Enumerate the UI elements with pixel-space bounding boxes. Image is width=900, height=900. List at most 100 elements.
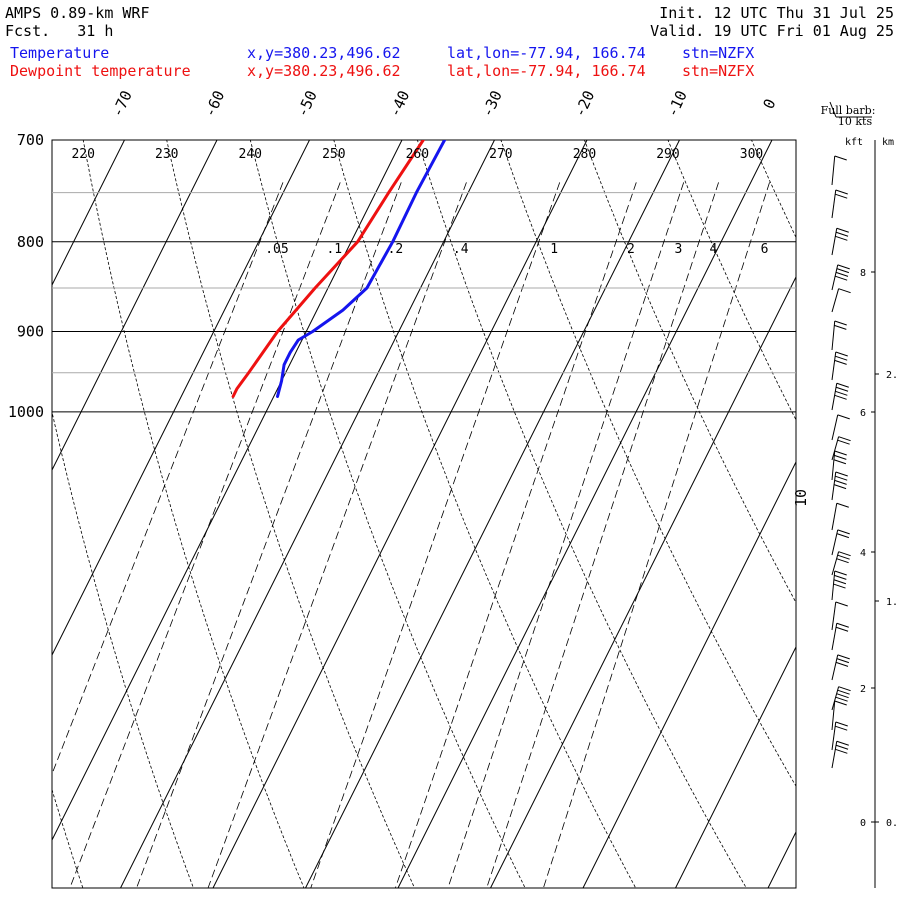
mixing-ratio-label: 1	[550, 242, 558, 257]
dry-adiabat	[416, 140, 747, 888]
isotherm-line	[52, 140, 403, 842]
mixing-ratio-label: 4	[710, 242, 718, 257]
barb-note: 10 kts	[838, 115, 873, 128]
mixing-ratio-label: 3	[675, 242, 683, 257]
forecast-hour: Fcst. 31 h	[5, 22, 114, 40]
wind-barb	[835, 626, 849, 632]
station-dew: stn=NZFX	[682, 62, 755, 80]
isotherm-line	[52, 140, 310, 657]
dry-adiabat	[500, 140, 796, 788]
km-tick-label: 1.	[886, 597, 898, 608]
wind-barb	[834, 324, 847, 330]
wind-barb	[835, 193, 848, 199]
wind-barb	[835, 390, 848, 396]
pressure-label: 1000	[8, 403, 44, 421]
legend-barb-icon	[829, 101, 837, 118]
dry-adiabat	[667, 140, 796, 421]
isotherm-label: -70	[108, 88, 136, 120]
kft-tick-label: 0	[860, 818, 866, 829]
wind-barb	[835, 271, 849, 277]
dry-adiabat-label: 240	[239, 147, 262, 162]
wind-barb	[834, 454, 847, 460]
wind-barb	[831, 503, 838, 531]
kft-tick-label: 2	[860, 684, 866, 695]
wind-barb	[835, 189, 848, 195]
grid-xy-temp: x,y=380.23,496.62	[247, 44, 401, 62]
mixing-ratio-line	[486, 182, 719, 888]
dry-adiabat	[333, 140, 637, 888]
isotherm-line	[52, 140, 125, 287]
wind-barb	[838, 686, 851, 692]
station-temp: stn=NZFX	[682, 44, 755, 62]
dry-adiabat	[82, 140, 305, 888]
wind-barb	[833, 579, 847, 585]
latlon-temp: lat,lon=-77.94, 166.74	[447, 44, 646, 62]
pressure-label: 900	[17, 323, 44, 341]
wind-barb	[834, 479, 847, 485]
temperature-line	[276, 140, 447, 398]
km-tick-label: 2.	[886, 370, 898, 381]
isotherm-label: -50	[293, 88, 321, 120]
mixing-ratio-label: 6	[761, 242, 769, 257]
mixing-ratio-line	[207, 182, 467, 888]
kft-tick-label: 6	[860, 408, 866, 419]
wind-barb	[836, 533, 850, 539]
wind-barb	[835, 235, 848, 241]
wind-barb	[834, 450, 847, 456]
dry-adiabat	[751, 140, 796, 239]
wind-barb	[835, 355, 848, 361]
isotherm-label: -30	[478, 88, 506, 120]
wind-barb	[836, 502, 849, 508]
isotherm-label: 0	[759, 96, 779, 112]
isotherm-label: -20	[571, 88, 599, 120]
dry-adiabat-label: 220	[71, 147, 94, 162]
kft-tick-label: 8	[860, 268, 866, 279]
dry-adiabat-label: 280	[573, 147, 596, 162]
mixing-ratio-label: .4	[453, 242, 469, 257]
wind-barb	[835, 744, 849, 750]
wind-barb	[834, 275, 848, 281]
wind-barb	[835, 231, 849, 237]
wind-barb	[831, 700, 836, 731]
dry-adiabat	[249, 140, 526, 888]
mixing-ratio-line	[52, 182, 284, 776]
wind-barb	[834, 700, 847, 706]
wind-barb	[835, 748, 848, 754]
isotherm-label: -60	[201, 88, 229, 120]
wind-barb	[835, 725, 848, 731]
mixing-ratio-line	[542, 182, 770, 888]
wind-barb	[838, 436, 851, 442]
wind-barb	[835, 351, 848, 357]
wind-barb	[836, 693, 849, 699]
wind-barb	[834, 394, 847, 400]
mixing-ratio-line	[136, 182, 402, 888]
mixing-ratio-label: .2	[388, 242, 404, 257]
km-axis-label: km	[882, 137, 894, 148]
wind-barb	[837, 264, 850, 270]
dry-adiabat-label: 270	[489, 147, 512, 162]
wind-barb	[835, 475, 848, 481]
wind-barb	[834, 574, 847, 580]
dewpoint-line	[231, 140, 425, 398]
isotherm-line	[305, 140, 680, 888]
legend-temperature: Temperature	[10, 44, 110, 62]
dry-adiabat-label: 230	[155, 147, 178, 162]
wind-barb	[834, 155, 847, 161]
mixing-ratio-line	[447, 182, 685, 888]
dry-adiabat	[833, 135, 900, 889]
grid-xy-dew: x,y=380.23,496.62	[247, 62, 401, 80]
wind-barb	[836, 740, 849, 746]
isotherm-line	[212, 140, 588, 888]
isotherm-line	[397, 140, 773, 888]
wind-barb	[837, 439, 850, 445]
wind-barb	[831, 155, 836, 186]
init-time: Init. 12 UTC Thu 31 Jul 25	[659, 4, 894, 22]
wind-barb	[836, 622, 849, 628]
wind-barb	[833, 459, 847, 465]
legend-dewpoint: Dewpoint temperature	[10, 62, 191, 80]
wind-barb	[835, 661, 849, 667]
mixing-ratio-label: 2	[627, 242, 635, 257]
isotherm-label: 10	[792, 489, 810, 507]
wind-barb	[837, 654, 850, 660]
isotherm-line	[120, 140, 495, 888]
